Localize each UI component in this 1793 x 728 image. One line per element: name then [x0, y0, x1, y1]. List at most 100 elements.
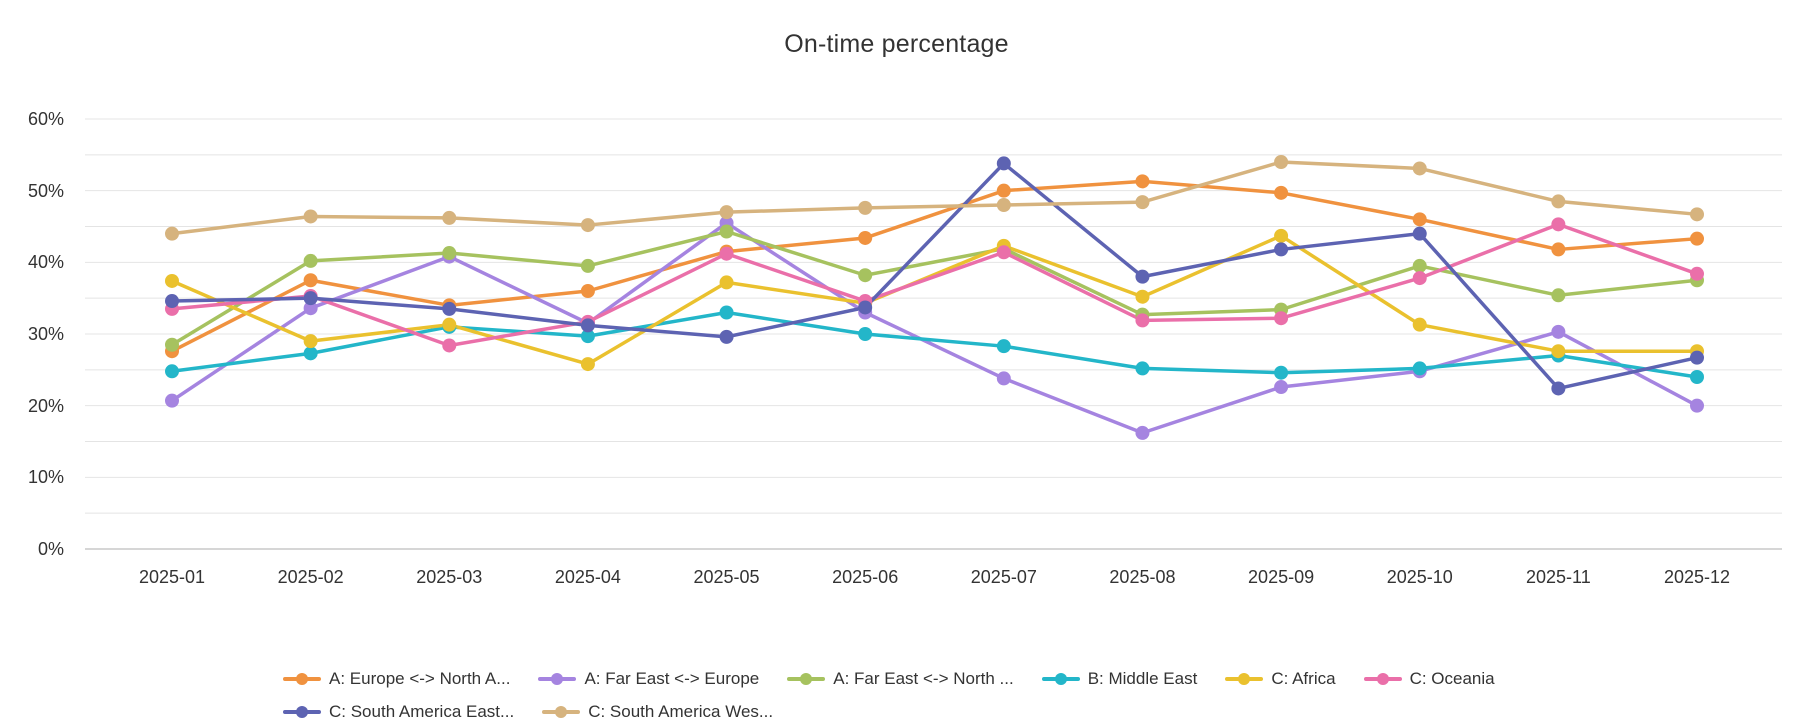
- data-point-3-7: [1135, 361, 1150, 376]
- data-point-0-5: [858, 230, 873, 245]
- data-point-6-9: [1412, 226, 1427, 241]
- data-point-3-3: [580, 329, 595, 344]
- legend-marker-dot: [296, 706, 308, 718]
- y-tick-label: 20%: [27, 395, 64, 416]
- data-point-5-6: [996, 245, 1011, 260]
- y-tick-label: 0%: [37, 539, 64, 559]
- legend-marker-icon: [1041, 673, 1080, 685]
- legend-item-7[interactable]: C: South America Wes...: [542, 701, 773, 723]
- data-point-7-5: [858, 200, 873, 215]
- legend-marker-icon: [1363, 673, 1402, 685]
- x-tick-label-9: 2025-10: [1386, 567, 1453, 587]
- legend-marker-icon: [538, 673, 577, 685]
- data-point-2-2: [442, 246, 457, 261]
- data-point-5-7: [1135, 313, 1150, 328]
- data-point-2-3: [580, 258, 595, 273]
- data-point-7-10: [1551, 194, 1566, 209]
- data-point-7-4: [719, 205, 734, 220]
- legend-label: A: Far East <-> North ...: [833, 669, 1014, 688]
- data-point-5-8: [1274, 311, 1289, 326]
- series-line-7: [170, 160, 1699, 236]
- legend-label: C: Oceania: [1409, 669, 1495, 688]
- data-point-0-3: [580, 284, 595, 298]
- data-point-0-9: [1412, 212, 1427, 227]
- data-point-0-7: [1135, 174, 1150, 189]
- legend-item-3[interactable]: B: Middle East: [1041, 668, 1198, 690]
- data-point-0-10: [1551, 242, 1566, 257]
- series-line-4: [170, 234, 1699, 366]
- data-point-0-6: [996, 183, 1011, 198]
- legend-label: B: Middle East: [1087, 669, 1198, 688]
- data-point-3-6: [996, 339, 1011, 354]
- legend-item-4[interactable]: C: Africa: [1225, 668, 1336, 690]
- data-point-1-11: [1690, 398, 1704, 413]
- data-point-4-0: [165, 273, 179, 288]
- data-point-6-8: [1274, 242, 1289, 257]
- data-point-1-1: [303, 301, 318, 316]
- legend-marker-dot: [551, 673, 564, 685]
- data-point-0-1: [303, 273, 318, 288]
- data-point-6-7: [1135, 269, 1150, 284]
- legend-label: C: South America East...: [329, 702, 515, 721]
- legend-item-6[interactable]: C: South America East...: [283, 701, 514, 723]
- series-line-0: [170, 179, 1699, 353]
- data-point-4-7: [1135, 289, 1150, 304]
- data-point-4-2: [442, 317, 457, 332]
- y-tick-label: 30%: [27, 324, 64, 344]
- data-point-6-1: [303, 291, 318, 306]
- chart-legend: A: Europe <-> North A... A: Far East <-> …: [283, 668, 1583, 723]
- x-tick-label-7: 2025-08: [1109, 567, 1176, 587]
- data-point-0-11: [1690, 231, 1704, 246]
- data-point-7-11: [1690, 207, 1704, 222]
- legend-item-0[interactable]: A: Europe <-> North A...: [283, 668, 510, 690]
- legend-marker-icon: [283, 706, 321, 718]
- y-tick-label: 10%: [27, 467, 64, 488]
- x-tick-label-10: 2025-11: [1525, 567, 1591, 587]
- data-point-7-6: [996, 198, 1011, 212]
- data-point-2-9: [1412, 258, 1427, 273]
- legend-marker-icon: [1225, 673, 1264, 685]
- data-point-6-11: [1690, 350, 1704, 365]
- data-point-2-4: [719, 224, 734, 239]
- legend-item-5[interactable]: C: Oceania: [1363, 668, 1495, 690]
- x-tick-label-3: 2025-04: [554, 567, 621, 587]
- legend-marker-dot: [555, 706, 568, 718]
- legend-label: A: Europe <-> North A...: [329, 669, 511, 688]
- legend-marker-dot: [1376, 673, 1389, 685]
- data-point-5-4: [719, 246, 734, 261]
- data-point-1-8: [1274, 380, 1289, 395]
- data-point-7-3: [580, 218, 595, 233]
- x-tick-label-2: 2025-03: [416, 567, 483, 587]
- legend-marker-dot: [296, 673, 308, 685]
- x-tick-label-0: 2025-01: [138, 567, 206, 587]
- data-point-3-5: [858, 327, 873, 341]
- data-point-0-8: [1274, 185, 1289, 200]
- data-point-6-4: [719, 329, 734, 344]
- legend-marker-icon: [283, 673, 321, 685]
- y-tick-label: 60%: [27, 109, 64, 129]
- data-point-4-4: [719, 275, 734, 290]
- data-point-5-10: [1551, 217, 1566, 232]
- data-point-5-11: [1690, 266, 1704, 281]
- legend-item-2[interactable]: A: Far East <-> North ...: [787, 668, 1014, 690]
- data-point-6-10: [1551, 381, 1566, 396]
- data-point-1-10: [1551, 324, 1566, 339]
- data-point-1-7: [1135, 425, 1150, 440]
- legend-marker-dot: [1054, 673, 1067, 685]
- legend-label: A: Far East <-> Europe: [584, 669, 760, 688]
- data-point-6-3: [580, 318, 595, 333]
- x-tick-label-4: 2025-05: [693, 567, 760, 587]
- data-point-3-8: [1274, 365, 1289, 380]
- data-point-4-9: [1412, 317, 1427, 332]
- data-point-6-0: [165, 294, 179, 309]
- series-line-3: [170, 310, 1699, 379]
- legend-item-1[interactable]: A: Far East <-> Europe: [538, 668, 759, 690]
- data-point-3-9: [1412, 361, 1427, 376]
- legend-label: C: South America Wes...: [588, 702, 774, 721]
- data-point-2-10: [1551, 288, 1566, 303]
- data-point-3-11: [1690, 370, 1704, 384]
- data-point-3-4: [719, 305, 734, 320]
- data-point-4-3: [580, 357, 595, 372]
- legend-marker-dot: [1238, 673, 1251, 685]
